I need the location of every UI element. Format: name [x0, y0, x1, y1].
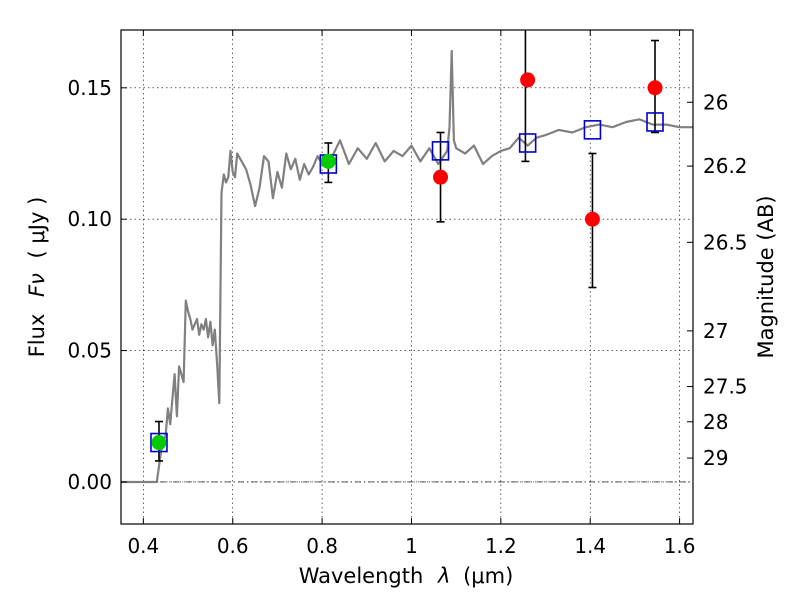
spectrum-layer [121, 49, 693, 484]
model-photometry-square [150, 432, 168, 453]
y-tick-label: 0.15 [67, 76, 112, 100]
y-axis-label: Flux [25, 314, 49, 358]
x-axis-title: Wavelength λ (μm) [299, 564, 514, 588]
observed-photometry-point [320, 153, 336, 169]
x-tick-label: 0.6 [217, 534, 249, 558]
x-tick-label: 1.4 [574, 534, 606, 558]
x-tick-label: 1.2 [485, 534, 517, 558]
observed-photometry-point [433, 169, 449, 185]
x-tick-label: 0.4 [127, 534, 159, 558]
x-tick-label: 1.6 [664, 534, 696, 558]
errorbar-layer [154, 30, 660, 462]
model-photometry-square [583, 120, 602, 140]
y2-tick-label: 26.5 [703, 230, 748, 254]
y-axis-title: Flux Fν ( μJy ) [25, 197, 49, 358]
y-tick-label: 0.10 [67, 207, 112, 231]
x-axis-label: Wavelength [299, 564, 424, 588]
observed-photometry-point [647, 80, 663, 96]
y-tick-label: 0.05 [67, 339, 112, 363]
x-tick-label: 0.8 [306, 534, 338, 558]
observed-photometry-point [151, 435, 167, 451]
model-spectrum-line [121, 49, 693, 484]
y2-tick-label: 26.2 [703, 154, 748, 178]
x-axis-symbol: λ [437, 564, 450, 588]
y2-tick-label: 26 [703, 90, 728, 114]
y2-tick-label: 29 [703, 446, 728, 470]
observed-photometry-point [520, 72, 536, 88]
model-photometry-square [646, 112, 664, 132]
model-photometry-square [518, 133, 537, 153]
y2-tick-label: 27.5 [703, 375, 748, 399]
plot-frame [120, 29, 694, 525]
y2-tick-label: 27 [703, 319, 728, 343]
x-tick-label: 1 [405, 534, 418, 558]
y-tick-label: 0.00 [67, 470, 112, 494]
observed-photometry-point [584, 211, 600, 227]
y-axis-unit: ( μJy ) [25, 197, 49, 259]
y-axis-symbol: Fν [25, 273, 49, 297]
y2-tick-label: 28 [703, 410, 728, 434]
model-photometry-square [431, 141, 450, 161]
grid-layer [121, 30, 693, 524]
model-square-layer [150, 112, 664, 453]
y2-axis-title: Magnitude (AB) [754, 195, 778, 358]
observed-point-layer [151, 72, 663, 451]
x-axis-unit: (μm) [463, 564, 513, 588]
tick-layer: 0.4 0.6 0.8 1 1.2 1.4 1.6 0.00 0.05 0.10 0.15 26 26.… [67, 30, 748, 558]
